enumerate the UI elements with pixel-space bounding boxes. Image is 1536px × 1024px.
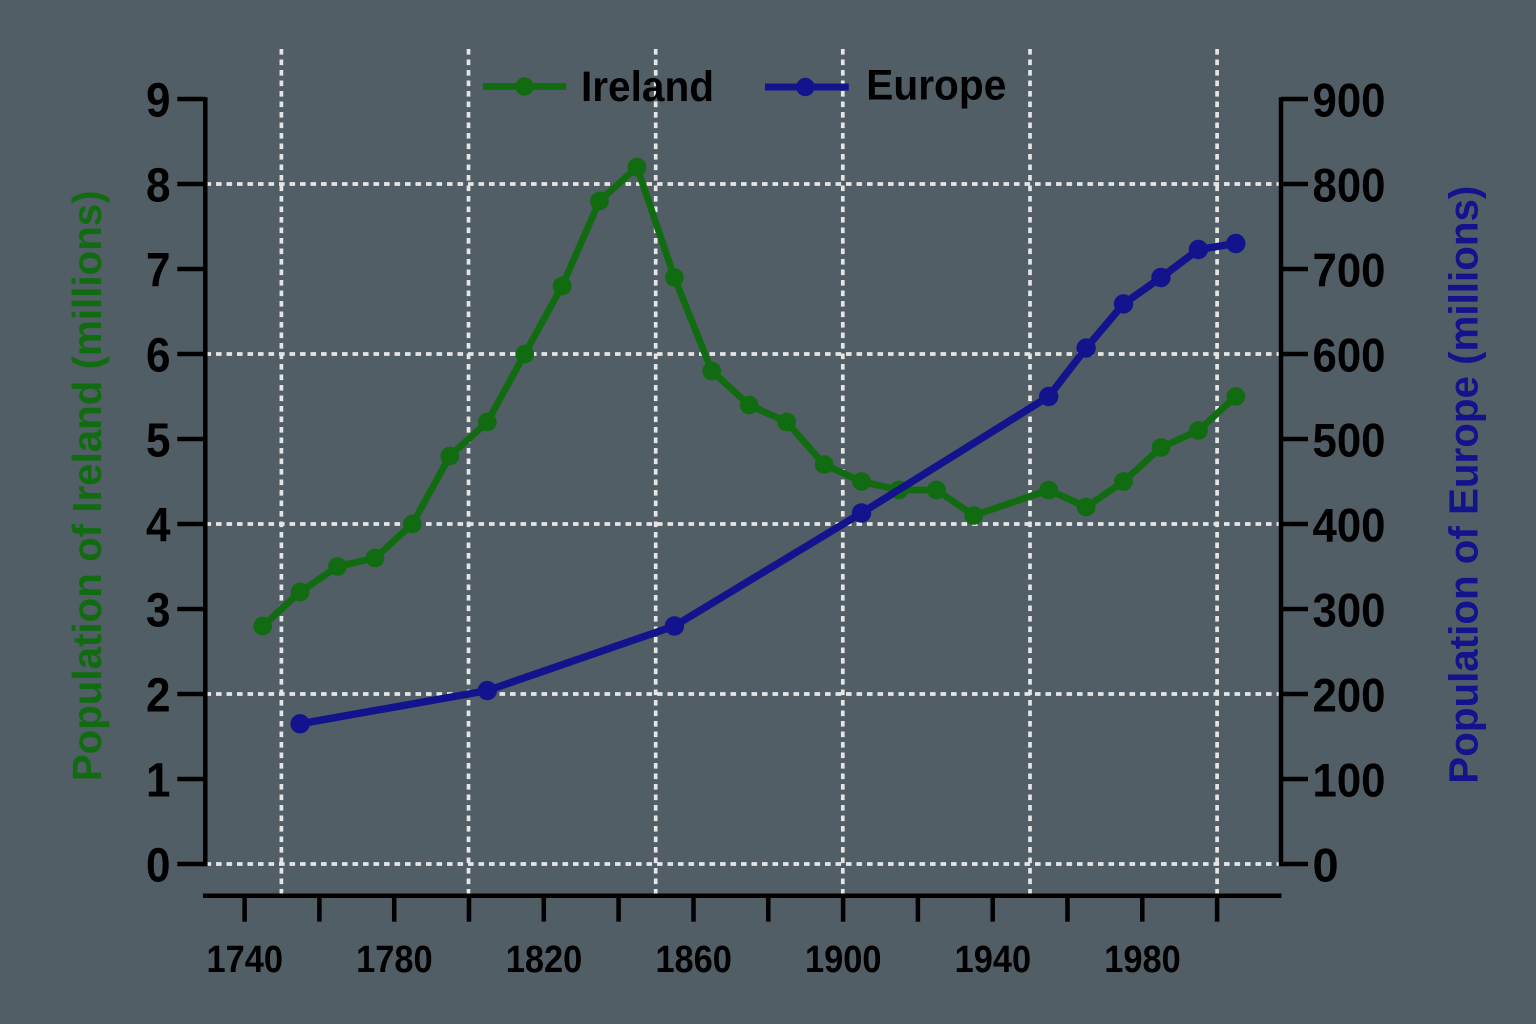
svg-text:300: 300 [1313, 584, 1386, 637]
svg-text:200: 200 [1313, 669, 1386, 722]
svg-text:1: 1 [146, 755, 171, 808]
svg-text:1740: 1740 [207, 939, 284, 981]
svg-text:5: 5 [146, 415, 171, 468]
svg-text:500: 500 [1313, 414, 1386, 467]
svg-text:1860: 1860 [655, 939, 732, 981]
svg-text:Europe: Europe [866, 63, 1006, 110]
svg-text:1900: 1900 [805, 939, 882, 981]
svg-text:2: 2 [146, 670, 171, 723]
svg-text:600: 600 [1313, 329, 1386, 382]
svg-text:6: 6 [146, 330, 171, 383]
svg-text:7: 7 [146, 245, 171, 298]
svg-text:4: 4 [146, 500, 171, 553]
svg-text:100: 100 [1313, 754, 1386, 807]
svg-text:Ireland: Ireland [581, 63, 714, 111]
svg-text:0: 0 [1313, 839, 1339, 892]
svg-text:0: 0 [146, 840, 171, 893]
svg-text:1820: 1820 [506, 939, 583, 981]
svg-text:1780: 1780 [356, 939, 433, 981]
svg-text:Population of Ireland (million: Population of Ireland (millions) [64, 190, 110, 781]
svg-text:400: 400 [1313, 499, 1386, 552]
svg-text:Population of Europe (millions: Population of Europe (millions) [1440, 186, 1486, 784]
svg-text:9: 9 [146, 75, 171, 128]
svg-text:1980: 1980 [1104, 939, 1181, 981]
svg-text:8: 8 [146, 160, 171, 213]
svg-text:1940: 1940 [955, 939, 1032, 981]
svg-text:3: 3 [146, 585, 171, 638]
svg-text:700: 700 [1313, 244, 1386, 297]
svg-text:800: 800 [1313, 159, 1386, 212]
svg-text:900: 900 [1313, 74, 1386, 127]
